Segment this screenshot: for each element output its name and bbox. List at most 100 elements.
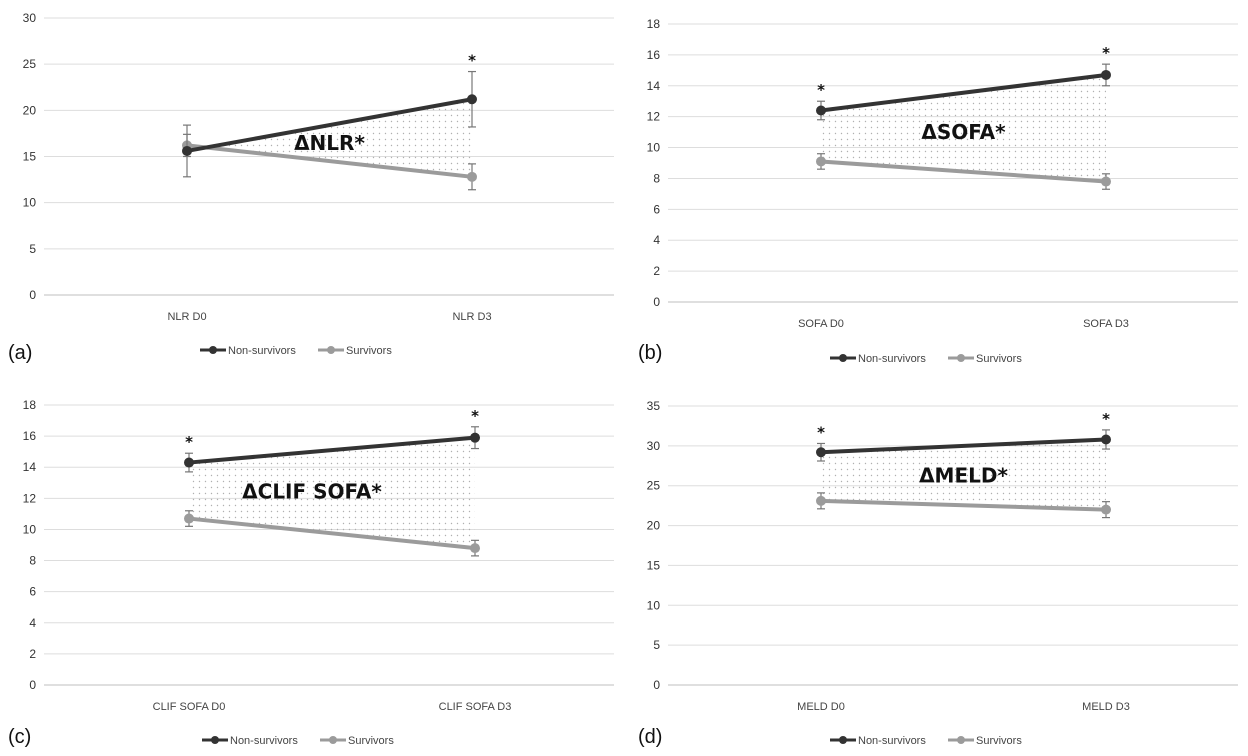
- chart-panel-b: 0 2 4 6 8 10 12 14 16 18 SOFA D0 SOFA D3 ΔSOFA* * * Non…: [624, 0, 1248, 378]
- delta-annotation: ΔNLR*: [294, 131, 365, 155]
- data-point: [1101, 176, 1111, 187]
- delta-annotation: ΔCLIF SOFA*: [242, 480, 382, 504]
- data-point: [470, 543, 480, 554]
- data-point: [184, 457, 194, 468]
- y-tick-label: 8: [653, 171, 660, 185]
- y-tick-label: 4: [653, 233, 660, 247]
- x-tick-label: SOFA D3: [1083, 318, 1129, 330]
- y-tick-label: 14: [23, 460, 37, 474]
- y-tick-label: 2: [653, 264, 660, 278]
- chart-svg-b: 0 2 4 6 8 10 12 14 16 18 SOFA D0 SOFA D3 ΔSOFA* * * Non…: [647, 17, 1238, 365]
- x-tick-label: CLIF SOFA D3: [439, 701, 512, 713]
- y-tick-label: 10: [647, 598, 661, 612]
- chart-svg-c: 0 2 4 6 8 10 12 14 16 18 CLIF SOFA D0 CLIF SOFA D3 Δ…: [23, 398, 614, 747]
- y-tick-label: 0: [653, 678, 660, 692]
- y-tick-label: 35: [647, 399, 661, 413]
- difference-area: [189, 437, 475, 549]
- series-line: [820, 159, 1107, 184]
- y-tick-label: 0: [29, 678, 36, 692]
- x-tick-label: NLR D3: [452, 311, 491, 323]
- legend-marker: [329, 736, 337, 744]
- y-tick-label: 30: [23, 11, 37, 25]
- y-tick-label: 30: [647, 439, 661, 453]
- legend-marker: [839, 736, 847, 744]
- x-tick-label: MELD D3: [1082, 701, 1130, 713]
- y-tick-label: 12: [647, 110, 661, 124]
- data-point: [816, 156, 826, 167]
- significance-star: *: [468, 52, 476, 70]
- y-tick-label: 14: [647, 79, 661, 93]
- data-point: [184, 513, 194, 524]
- y-tick-label: 25: [23, 57, 37, 71]
- data-point: [1101, 434, 1111, 445]
- panel-label-d: (d): [638, 726, 663, 748]
- chart-panel-a: 0 5 10 15 20 25 30 NLR D0 NLR D3 ΔNLR* * Non-surviv…: [0, 0, 624, 378]
- legend-label: Survivors: [976, 353, 1022, 365]
- panel-label-c: (c): [8, 726, 32, 748]
- data-point: [816, 495, 826, 506]
- x-tick-label: SOFA D0: [798, 318, 844, 330]
- y-tick-label: 0: [29, 288, 36, 302]
- data-point: [1101, 504, 1111, 515]
- y-tick-label: 18: [23, 398, 37, 412]
- series-line: [188, 516, 476, 551]
- legend-label: Survivors: [348, 735, 394, 747]
- panel-label-b: (b): [638, 342, 663, 364]
- significance-star: *: [471, 407, 479, 425]
- y-tick-label: 0: [653, 295, 660, 309]
- y-tick-label: 6: [29, 585, 36, 599]
- significance-star: *: [817, 81, 825, 99]
- data-point: [1101, 69, 1111, 80]
- x-tick-label: MELD D0: [797, 701, 845, 713]
- legend-marker: [957, 354, 965, 362]
- data-point: [816, 105, 826, 116]
- chart-svg-d: 0 5 10 15 20 25 30 35 MELD D0 MELD D3 ΔMELD* * * Non-…: [647, 399, 1238, 747]
- data-point: [182, 145, 192, 156]
- data-point: [467, 94, 477, 105]
- y-tick-label: 25: [647, 479, 661, 493]
- chart-svg-a: 0 5 10 15 20 25 30 NLR D0 NLR D3 ΔNLR* * Non-surviv…: [23, 11, 614, 357]
- series-line: [186, 143, 473, 179]
- y-tick-label: 15: [647, 558, 661, 572]
- chart-panel-c: 0 2 4 6 8 10 12 14 16 18 CLIF SOFA D0 CLIF SOFA D3 Δ…: [0, 378, 624, 756]
- y-tick-label: 12: [23, 491, 37, 505]
- y-tick-label: 20: [23, 103, 37, 117]
- legend-label: Non-survivors: [228, 345, 296, 357]
- legend-marker: [957, 736, 965, 744]
- x-tick-label: CLIF SOFA D0: [153, 701, 226, 713]
- legend-label: Survivors: [976, 735, 1022, 747]
- delta-annotation: ΔSOFA*: [921, 120, 1006, 144]
- significance-star: *: [817, 423, 825, 441]
- panel-label-a: (a): [8, 342, 33, 364]
- difference-area: [187, 99, 472, 177]
- y-tick-label: 5: [29, 242, 36, 256]
- y-tick-label: 10: [23, 522, 37, 536]
- series-line: [186, 97, 473, 153]
- y-tick-label: 4: [29, 616, 36, 630]
- significance-star: *: [1102, 410, 1110, 428]
- x-tick-label: NLR D0: [167, 311, 206, 323]
- legend-label: Non-survivors: [858, 735, 926, 747]
- y-tick-label: 2: [29, 647, 36, 661]
- data-point: [470, 432, 480, 443]
- legend-label: Non-survivors: [230, 735, 298, 747]
- significance-star: *: [1102, 44, 1110, 62]
- y-tick-label: 16: [647, 48, 661, 62]
- legend-marker: [211, 736, 219, 744]
- series-line: [188, 435, 476, 465]
- legend-marker: [839, 354, 847, 362]
- legend-label: Non-survivors: [858, 353, 926, 365]
- y-tick-label: 16: [23, 429, 37, 443]
- series-line: [820, 498, 1107, 512]
- y-tick-label: 20: [647, 519, 661, 533]
- significance-star: *: [185, 433, 193, 451]
- difference-area: [821, 439, 1106, 510]
- legend-marker: [209, 346, 217, 354]
- y-tick-label: 6: [653, 202, 660, 216]
- legend-marker: [327, 346, 335, 354]
- y-tick-label: 8: [29, 554, 36, 568]
- delta-annotation: ΔMELD*: [919, 464, 1008, 488]
- y-tick-label: 18: [647, 17, 661, 31]
- y-tick-label: 15: [23, 150, 37, 164]
- y-tick-label: 10: [647, 141, 661, 155]
